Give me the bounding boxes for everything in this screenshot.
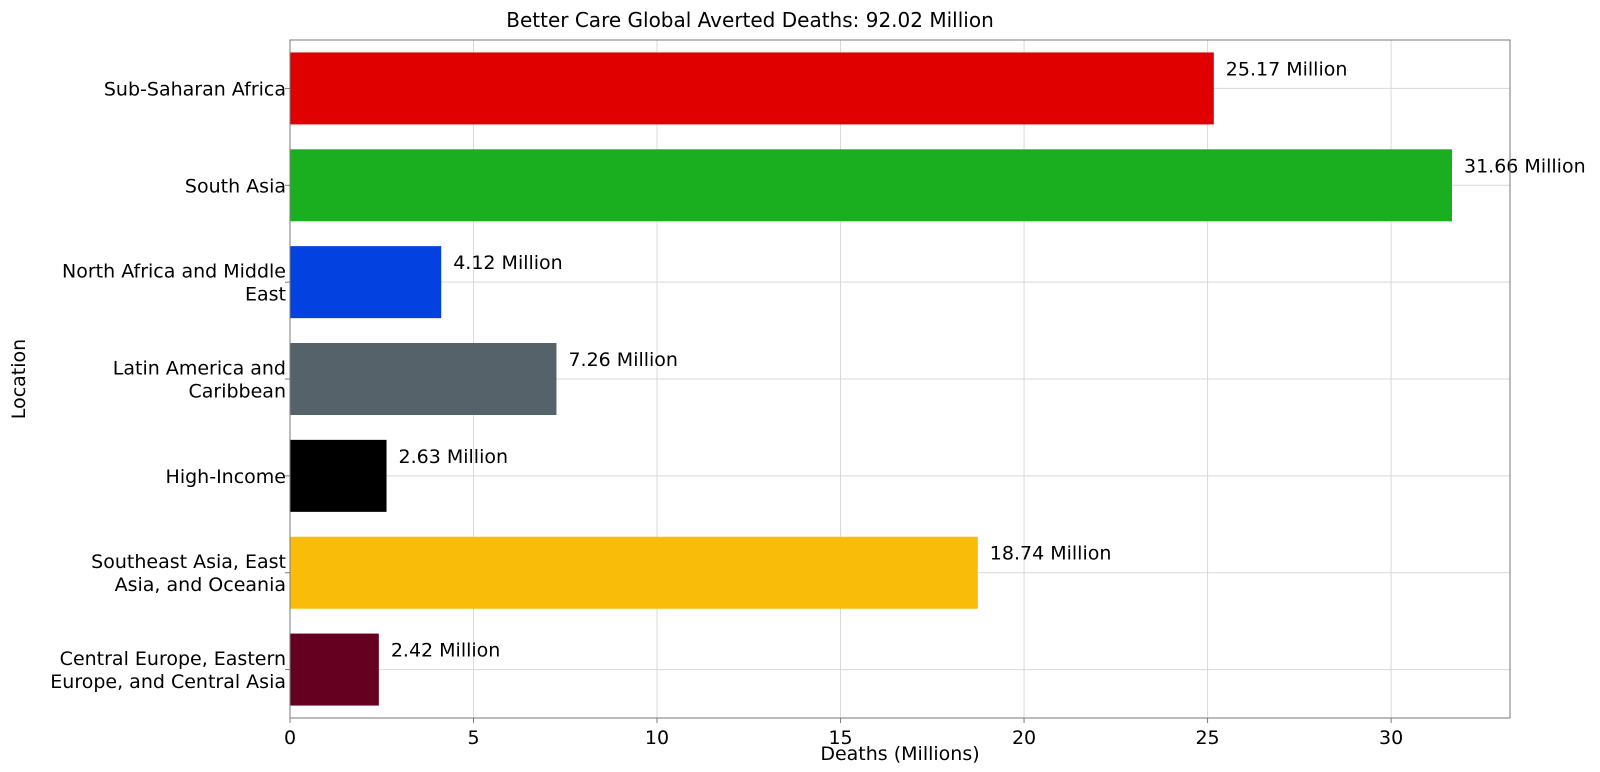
x-axis-label: Deaths (Millions) [820, 743, 979, 765]
y-tick-label-line: Asia, and Oceania [115, 574, 286, 596]
y-tick-label-line: Europe, and Central Asia [50, 671, 286, 693]
x-tick-label: 0 [284, 727, 296, 749]
plot-frame [289, 39, 1511, 719]
x-axis-ticks: 0 5 10 15 20 25 30 [284, 718, 1403, 749]
y-tick-label-line: Sub-Saharan Africa [104, 78, 286, 100]
x-tick-label: 25 [1195, 727, 1219, 749]
bars [290, 52, 1453, 706]
y-tick-label-line: East [245, 284, 286, 306]
y-axis-label: Location [8, 339, 30, 419]
bar [290, 149, 1453, 222]
bar [290, 343, 557, 415]
bar-value-label: 4.12 Million [453, 252, 563, 274]
y-tick-label-line: Central Europe, Eastern [60, 648, 286, 670]
bar-value-label: 25.17 Million [1226, 58, 1348, 80]
x-tick-label: 5 [467, 727, 479, 749]
bar-value-label: 31.66 Million [1464, 155, 1586, 177]
bar-value-label: 2.42 Million [391, 640, 501, 662]
bar [290, 246, 442, 319]
x-tick-label: 15 [828, 727, 852, 749]
y-axis-ticks: Sub-Saharan Africa South Asia North Africa… [50, 78, 290, 693]
y-tick-label-line: Southeast Asia, East [91, 551, 286, 573]
y-tick-label: Central Europe, Eastern Europe, and Centr… [50, 648, 286, 693]
bar-value-label: 18.74 Million [990, 543, 1112, 565]
bar-value-label: 2.63 Million [399, 446, 509, 468]
y-tick-label: High-Income [166, 466, 286, 488]
y-tick-label: North Africa and Middle East [62, 261, 286, 306]
x-tick-label: 30 [1379, 727, 1403, 749]
y-tick-label-line: Caribbean [189, 381, 287, 403]
bar [290, 52, 1214, 125]
y-tick-label-line: Latin America and [113, 358, 286, 380]
x-tick-label: 10 [645, 727, 669, 749]
x-tick-label: 20 [1012, 727, 1036, 749]
chart-title: Better Care Global Averted Deaths: 92.02… [506, 8, 994, 32]
y-tick-label: Southeast Asia, East Asia, and Oceania [91, 551, 286, 596]
y-tick-label-line: High-Income [166, 466, 286, 488]
bar [290, 536, 978, 609]
bar [290, 633, 379, 706]
y-tick-label: Latin America and Caribbean [113, 358, 286, 403]
y-tick-label-line: North Africa and Middle [62, 261, 286, 283]
y-tick-label: South Asia [185, 175, 286, 197]
value-labels: 25.17 Million 31.66 Million 4.12 Million 7.… [391, 58, 1586, 661]
bar-value-label: 7.26 Million [568, 349, 678, 371]
bar [290, 439, 387, 512]
y-tick-label-line: South Asia [185, 175, 286, 197]
y-tick-label: Sub-Saharan Africa [104, 78, 286, 100]
